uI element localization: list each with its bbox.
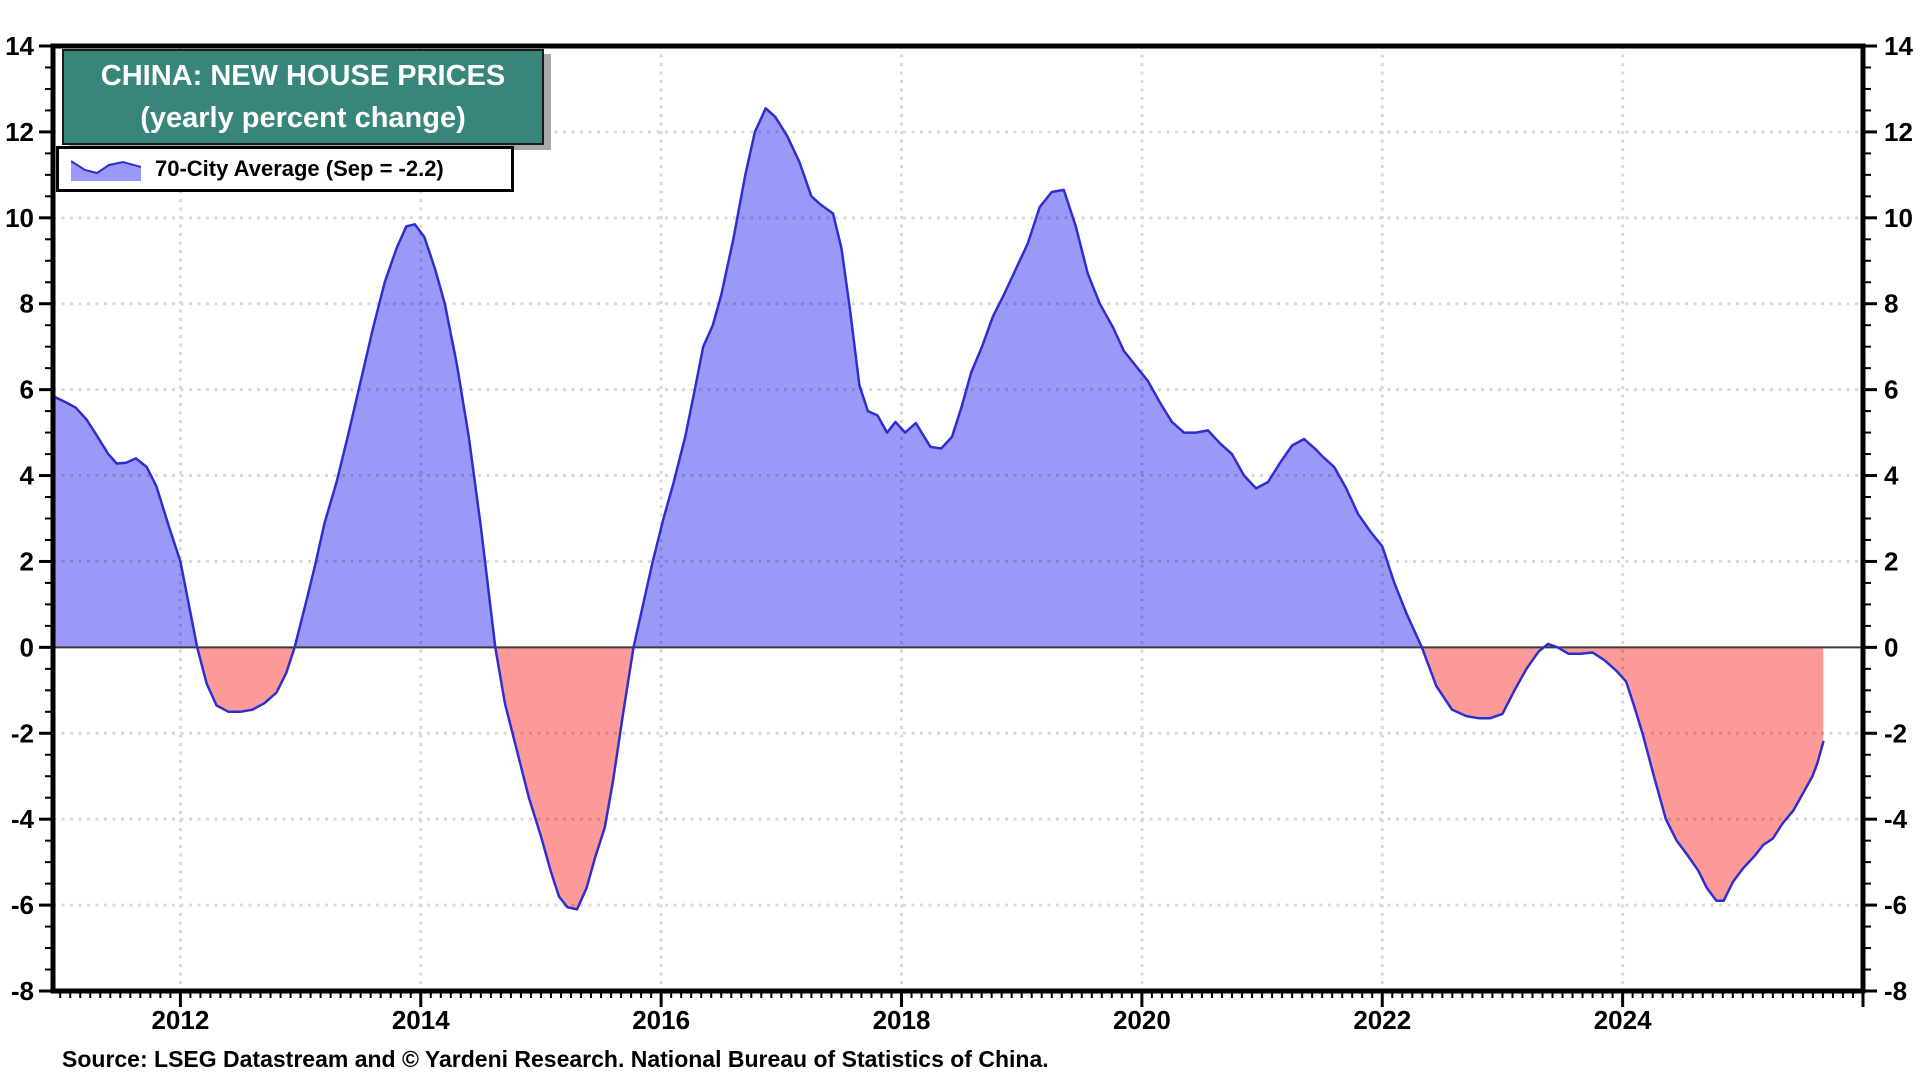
swatch-line — [71, 160, 141, 175]
y-axis-label-left: 10 — [5, 203, 34, 233]
y-axis-label-left: 12 — [5, 117, 34, 147]
chart-subtitle: (yearly percent change) — [140, 102, 466, 134]
chart-title: CHINA: NEW HOUSE PRICES — [100, 60, 506, 92]
y-axis-label-left: 2 — [20, 546, 34, 576]
x-axis-label: 2016 — [632, 1005, 690, 1035]
x-axis-label: 2012 — [151, 1005, 209, 1035]
axis-ticks — [39, 44, 1877, 1007]
y-axis-label-left: -4 — [11, 804, 35, 834]
y-axis-label-right: 14 — [1884, 31, 1913, 61]
legend-label: 70-City Average (Sep = -2.2) — [155, 156, 444, 181]
x-axis-label: 2018 — [873, 1005, 931, 1035]
y-axis-label-left: -2 — [11, 718, 34, 748]
y-axis-label-right: -8 — [1884, 976, 1907, 1006]
x-axis-label: 2022 — [1353, 1005, 1411, 1035]
y-axis-label-right: -6 — [1884, 890, 1907, 920]
y-axis-label-left: 14 — [5, 31, 34, 61]
y-axis-label-left: 4 — [20, 461, 35, 491]
y-axis-label-right: 0 — [1884, 632, 1898, 662]
y-axis-label-left: 6 — [20, 375, 34, 405]
y-axis-label-right: 2 — [1884, 546, 1898, 576]
y-axis-label-right: 8 — [1884, 289, 1898, 319]
x-axis-label: 2014 — [392, 1005, 450, 1035]
y-axis-label-right: -2 — [1884, 718, 1907, 748]
legend: 70-City Average (Sep = -2.2) — [56, 146, 514, 192]
series-area-fills — [53, 108, 1824, 910]
series-line — [51, 107, 1825, 911]
y-axis-label-left: 0 — [20, 632, 34, 662]
area-fill-negative — [53, 647, 1824, 910]
x-axis-label: 2020 — [1113, 1005, 1171, 1035]
y-axis-label-right: 6 — [1884, 375, 1898, 405]
y-axis-label-right: 10 — [1884, 203, 1913, 233]
y-axis-label-left: -8 — [11, 976, 34, 1006]
y-axis-label-right: 4 — [1884, 461, 1899, 491]
y-axis-label-right: 12 — [1884, 117, 1913, 147]
chart-title-box: CHINA: NEW HOUSE PRICES (yearly percent … — [62, 49, 544, 145]
y-axis-label-left: 8 — [20, 289, 34, 319]
y-axis-label-right: -4 — [1884, 804, 1908, 834]
y-axis-label-left: -6 — [11, 890, 34, 920]
area-fill-positive — [53, 108, 1558, 648]
source-note: Source: LSEG Datastream and © Yardeni Re… — [62, 1046, 1049, 1072]
x-axis-label: 2024 — [1594, 1005, 1652, 1035]
axis-labels: -8 -8 -6 -6 -4 -4 -2 -2 0 0 2 2 4 4 6 6 8 8 10 10 12 12 14 14 20… — [5, 31, 1913, 1035]
series-area-swatch-icon — [71, 160, 141, 181]
swatch-fill — [71, 161, 141, 181]
